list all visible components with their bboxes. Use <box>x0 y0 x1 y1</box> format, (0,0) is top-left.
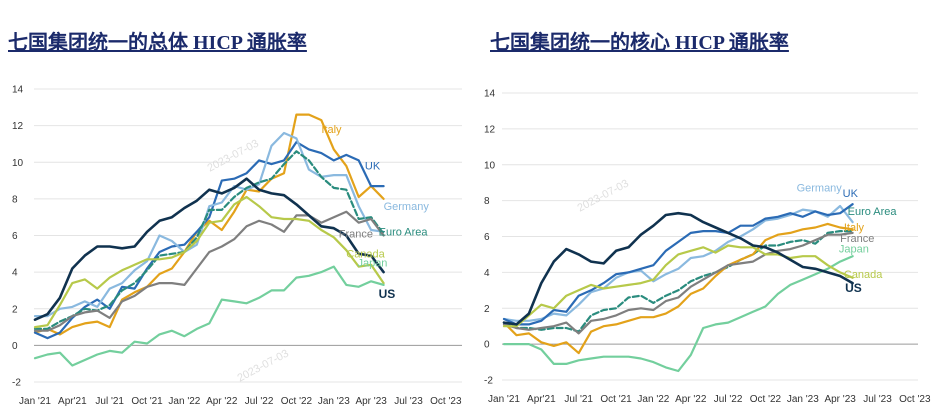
headline-inflation-chart: -2 0 2 4 6 8 10 12 14 Jan '21 Apr'21 Jul '21 Oct '21… <box>12 85 462 407</box>
series-line-italy <box>33 113 385 336</box>
x-tick-label: Jan '23 <box>787 394 819 405</box>
core-inflation-panel: 七国集团统一的核心 HICP 通胀率 -2 0 2 4 6 8 10 12 14 Jan '21 A… <box>478 0 943 417</box>
series-label-euro-area: Euro Area <box>379 227 429 239</box>
x-tick-label: Apr'21 <box>527 394 556 405</box>
series-label-france: France <box>339 228 373 240</box>
y-tick-label: 14 <box>12 85 24 96</box>
x-tick-label: Apr '22 <box>675 394 707 405</box>
series-line-euro-area <box>502 230 854 333</box>
x-tick-label: Jan '22 <box>637 394 669 405</box>
x-tick-label: Jul '23 <box>863 394 892 405</box>
x-tick-label: Jan '23 <box>318 396 350 407</box>
y-tick-label: -2 <box>484 376 493 387</box>
series-label-uk: UK <box>365 161 381 173</box>
x-tick-label: Jul '22 <box>245 396 274 407</box>
series-label-japan: Japan <box>839 244 869 256</box>
y-tick-label: 12 <box>484 124 496 135</box>
x-tick-label: Jul '22 <box>714 394 743 405</box>
series-label-italy: Italy <box>321 124 342 136</box>
y-tick-label: 10 <box>484 160 496 171</box>
y-tick-label: 6 <box>484 232 490 243</box>
series-line-us <box>33 177 385 322</box>
y-tick-label: 0 <box>484 340 490 351</box>
x-tick-label: Oct '23 <box>430 396 462 407</box>
y-tick-label: 6 <box>12 231 18 242</box>
series-line-italy <box>502 222 854 355</box>
x-tick-label: Oct '22 <box>750 394 782 405</box>
series-line-germany <box>502 204 854 322</box>
series-line-canada <box>33 195 385 329</box>
y-tick-label: 10 <box>12 158 24 169</box>
x-tick-label: Jul '21 <box>564 394 593 405</box>
x-tick-label: Apr '23 <box>355 396 387 407</box>
y-tick-label: 8 <box>484 196 490 207</box>
series-line-japan <box>502 255 854 373</box>
series-label-canada: Canada <box>844 269 883 281</box>
y-tick-label: 2 <box>12 304 18 315</box>
series-line-japan <box>33 265 385 367</box>
y-tick-label: 0 <box>12 341 18 352</box>
series-line-germany <box>33 131 385 318</box>
headline-chart-title: 七国集团统一的总体 HICP 通胀率 <box>8 32 307 54</box>
series-label-uk: UK <box>843 188 859 200</box>
series-line-canada <box>502 244 854 328</box>
x-tick-label: Jan '22 <box>168 396 200 407</box>
x-tick-label: Jan '21 <box>19 396 51 407</box>
y-tick-label: 4 <box>12 268 18 279</box>
core-chart-title: 七国集团统一的核心 HICP 通胀率 <box>490 32 789 54</box>
x-tick-label: Oct '21 <box>600 394 632 405</box>
x-tick-label: Oct '22 <box>281 396 313 407</box>
y-tick-label: 2 <box>484 304 490 315</box>
series-label-euro-area: Euro Area <box>848 206 898 218</box>
x-tick-label: Jul '21 <box>95 396 124 407</box>
series-label-france: France <box>840 233 874 245</box>
series-line-france <box>502 231 854 335</box>
series-label-canada: Canada <box>346 248 385 260</box>
y-tick-label: 4 <box>484 268 490 279</box>
series-line-uk <box>502 203 854 326</box>
series-label-italy: Italy <box>844 222 865 234</box>
x-tick-label: Apr '23 <box>824 394 856 405</box>
series-line-euro-area <box>33 150 385 330</box>
series-line-uk <box>33 141 385 340</box>
x-tick-label: Oct '23 <box>899 394 931 405</box>
series-label-us: US <box>845 281 862 295</box>
y-tick-label: -2 <box>12 378 21 389</box>
y-tick-label: 12 <box>12 121 24 132</box>
x-tick-label: Apr '22 <box>206 396 238 407</box>
series-label-japan: Japan <box>357 258 387 270</box>
x-tick-label: Oct '21 <box>131 396 163 407</box>
core-inflation-chart: -2 0 2 4 6 8 10 12 14 Jan '21 Apr'21 Jul '21 Oct '21… <box>484 89 931 406</box>
y-tick-label: 8 <box>12 194 18 205</box>
headline-inflation-panel: 七国集团统一的总体 HICP 通胀率 -2 0 2 4 6 8 10 12 14 Jan '21 A… <box>0 0 470 417</box>
series-line-france <box>33 210 385 332</box>
y-tick-label: 14 <box>484 89 496 100</box>
series-label-us: US <box>379 287 396 301</box>
x-tick-label: Apr'21 <box>58 396 87 407</box>
series-line-us <box>502 211 854 326</box>
x-tick-label: Jan '21 <box>488 394 520 405</box>
series-label-germany: Germany <box>797 183 843 195</box>
series-label-germany: Germany <box>384 201 430 213</box>
x-tick-label: Jul '23 <box>394 396 423 407</box>
